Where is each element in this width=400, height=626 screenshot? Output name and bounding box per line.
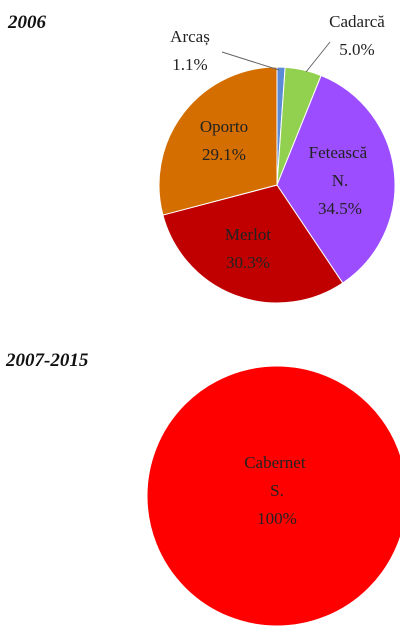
slice-label: Merlot xyxy=(225,225,272,244)
value-label: 30.3% xyxy=(226,253,270,272)
value-label: 100% xyxy=(257,509,297,528)
slice-label: Cadarcă xyxy=(329,12,385,31)
slice-label: Cabernet S. xyxy=(244,453,310,500)
slice xyxy=(146,365,400,626)
slice xyxy=(162,184,344,304)
slice-label: Oporto xyxy=(200,117,248,136)
slice xyxy=(158,66,278,216)
chart-title: 2006 xyxy=(7,12,47,33)
value-label: 29.1% xyxy=(202,145,246,164)
slice xyxy=(276,74,396,284)
leader-line xyxy=(305,41,331,73)
chart-title: 2007-2015 xyxy=(5,350,89,371)
value-label: 34.5% xyxy=(318,199,362,218)
slice-label: Arcaș xyxy=(170,27,210,46)
slice-label: Fetească N. xyxy=(309,143,372,190)
leader-line xyxy=(221,51,280,71)
value-label: 1.1% xyxy=(172,55,207,74)
value-label: 5.0% xyxy=(339,40,374,59)
